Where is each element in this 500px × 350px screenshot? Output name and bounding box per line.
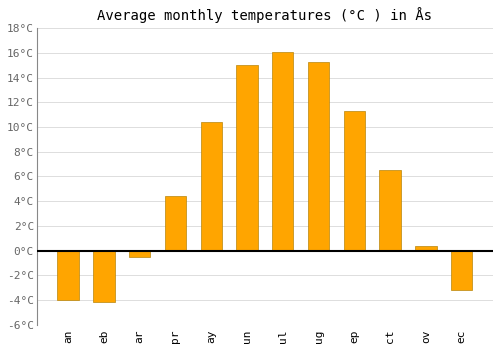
Title: Average monthly temperatures (°C ) in Ås: Average monthly temperatures (°C ) in Ås [98,7,432,23]
Bar [344,111,365,251]
Bar [58,251,79,300]
Bar [308,62,330,251]
Bar [236,65,258,251]
Bar [415,246,436,251]
Bar [200,122,222,251]
Bar [165,196,186,251]
Bar [451,251,472,290]
Bar [272,52,293,251]
Bar [129,251,150,257]
Bar [380,170,401,251]
Bar [93,251,114,302]
